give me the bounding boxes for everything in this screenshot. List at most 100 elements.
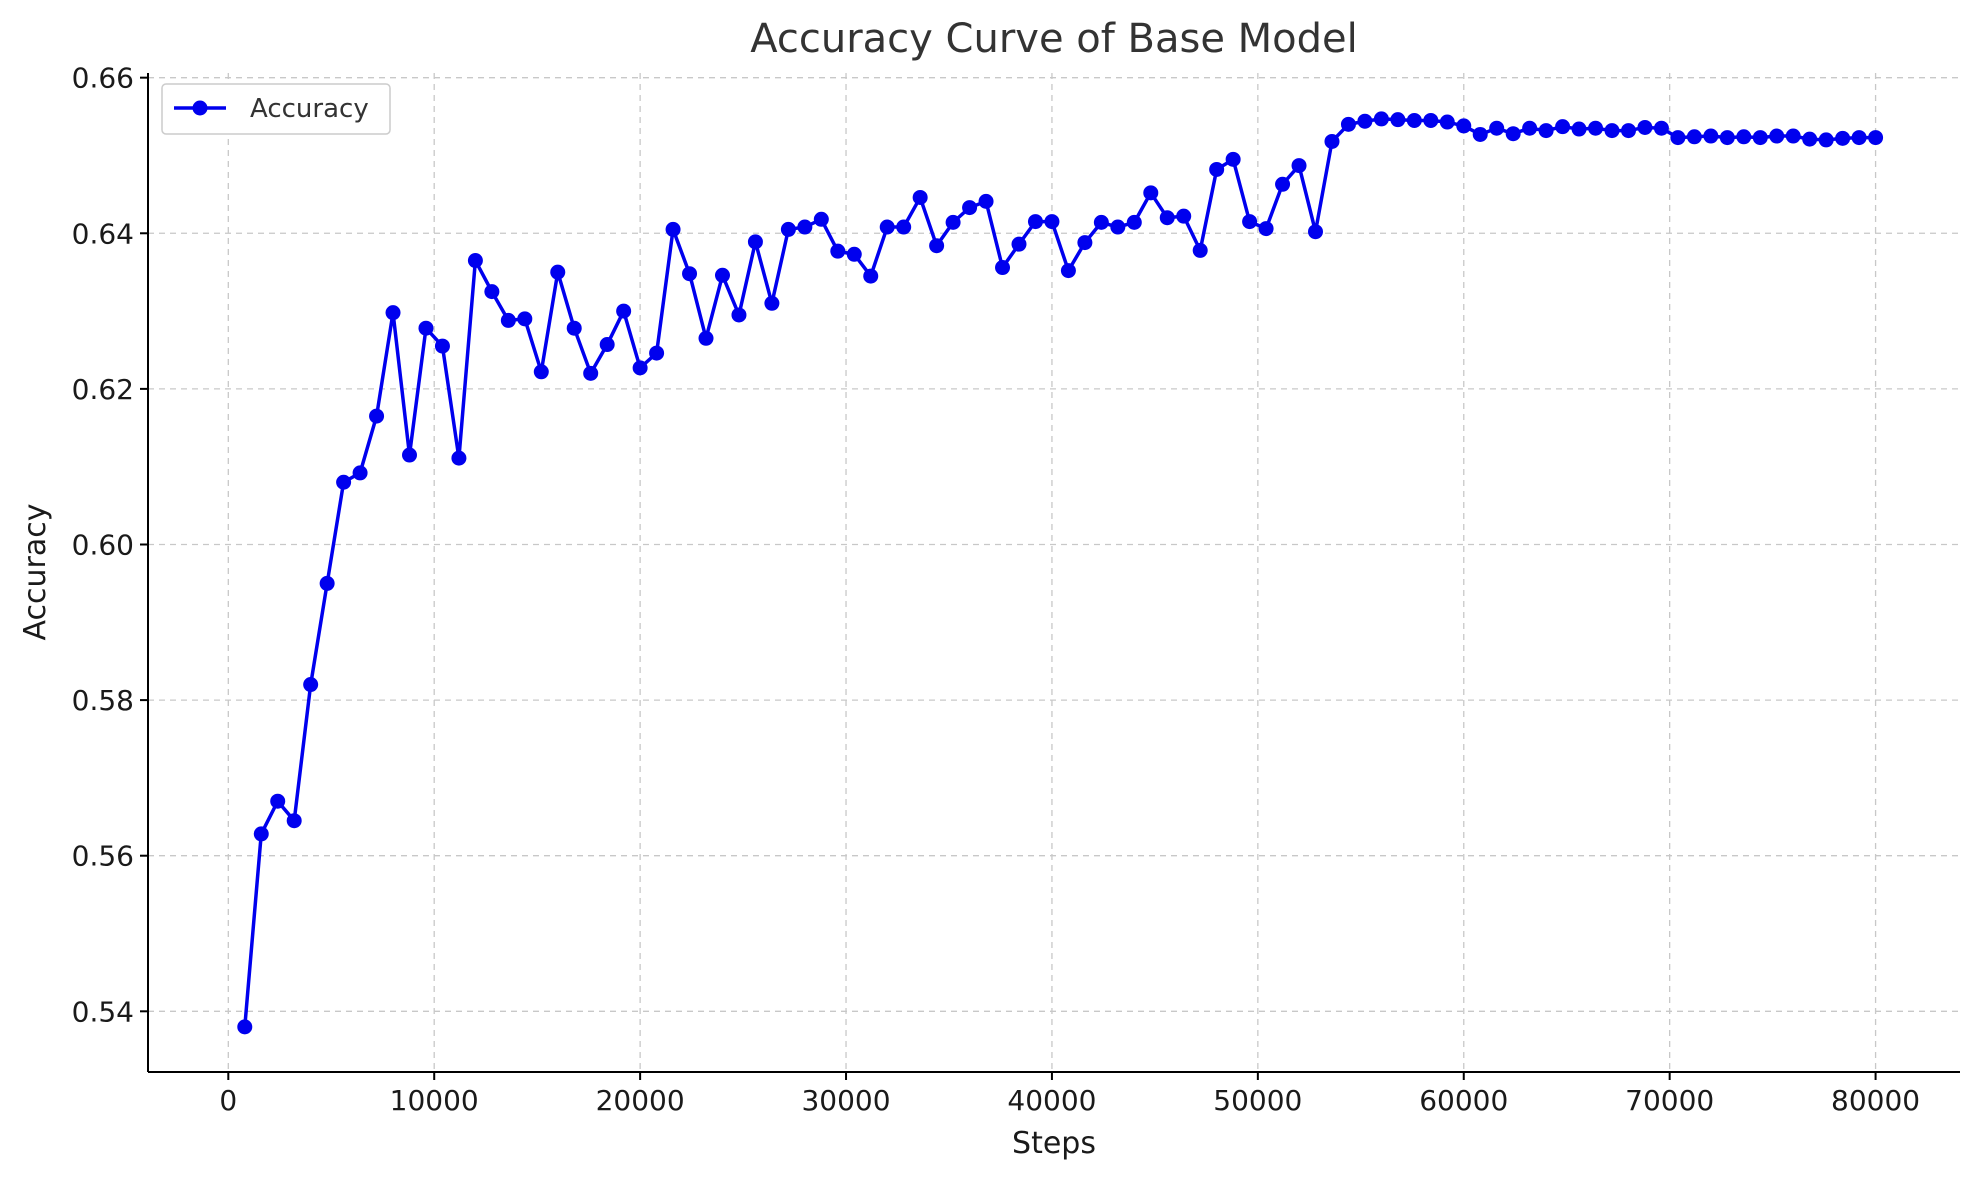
y-tick-label: 0.60 [72, 528, 134, 561]
data-point [1011, 236, 1027, 252]
data-point [1522, 120, 1538, 136]
y-tick-label: 0.64 [72, 217, 134, 250]
data-point [1209, 161, 1225, 177]
data-point [1357, 113, 1373, 129]
x-tick-label: 10000 [390, 1084, 479, 1117]
data-point [1489, 120, 1505, 136]
data-point [1176, 208, 1192, 224]
x-axis-ticks: 0 10000 20000 30000 40000 50000 60000 70000 8000… [219, 1072, 1920, 1117]
data-point [566, 320, 582, 336]
data-point [929, 238, 945, 254]
y-axis-label: Accuracy [18, 504, 53, 641]
data-point [945, 214, 961, 230]
y-tick-label: 0.56 [72, 840, 134, 873]
data-point [1456, 118, 1472, 134]
data-point [1126, 214, 1142, 230]
y-tick-label: 0.54 [72, 995, 134, 1028]
x-axis-label: Steps [1012, 1126, 1096, 1161]
y-axis-ticks: 0.54 0.56 0.58 0.60 0.62 0.64 0.66 [72, 62, 148, 1028]
x-tick-label: 30000 [801, 1084, 890, 1117]
data-point [1719, 130, 1735, 146]
data-point [385, 305, 401, 321]
data-point [550, 264, 566, 280]
data-point [319, 575, 335, 591]
x-tick-label: 40000 [1007, 1084, 1096, 1117]
y-tick-label: 0.58 [72, 684, 134, 717]
data-point [1604, 123, 1620, 139]
data-point [1439, 114, 1455, 130]
data-point [1472, 126, 1488, 142]
data-point [714, 267, 730, 283]
data-point [533, 364, 549, 380]
legend-box [161, 83, 391, 135]
data-point [896, 219, 912, 235]
data-point [1818, 132, 1834, 148]
data-point [1423, 112, 1439, 128]
data-point [336, 474, 352, 490]
data-point [1044, 214, 1060, 230]
data-point [484, 284, 500, 300]
series-accuracy [237, 111, 1884, 1035]
data-point [583, 365, 599, 381]
data-point [434, 338, 450, 354]
data-point [1637, 119, 1653, 135]
data-point [731, 307, 747, 323]
data-point [912, 189, 928, 205]
x-tick-label: 80000 [1831, 1084, 1920, 1117]
data-point [303, 677, 319, 693]
data-point [698, 330, 714, 346]
data-point [1275, 176, 1291, 192]
data-point [1110, 219, 1126, 235]
data-point [863, 268, 879, 284]
data-point [270, 793, 286, 809]
data-point [780, 221, 796, 237]
data-point [1736, 129, 1752, 145]
data-point [1802, 131, 1818, 147]
data-point [978, 193, 994, 209]
y-tick-label: 0.62 [72, 373, 134, 406]
data-point [830, 243, 846, 259]
data-point [682, 266, 698, 282]
data-point [418, 320, 434, 336]
data-point [369, 408, 385, 424]
data-point [1785, 128, 1801, 144]
data-point [665, 221, 681, 237]
data-point [1159, 210, 1175, 226]
data-point [1752, 130, 1768, 146]
data-point [1406, 112, 1422, 128]
legend: Accuracy [161, 83, 391, 135]
data-point [747, 234, 763, 250]
accuracy-points [237, 111, 1884, 1035]
data-point [1555, 119, 1571, 135]
data-point [1258, 221, 1274, 237]
data-point [1670, 130, 1686, 146]
data-point [402, 447, 417, 463]
data-point [1225, 151, 1241, 167]
data-point [1324, 133, 1340, 149]
data-point [1620, 123, 1636, 139]
data-point [1077, 235, 1093, 251]
data-point [451, 450, 467, 466]
data-point [1538, 123, 1554, 139]
y-tick-label: 0.66 [72, 62, 134, 95]
data-point [1390, 112, 1406, 128]
data-point [797, 219, 813, 235]
data-point [1093, 214, 1109, 230]
data-point [879, 219, 895, 235]
x-tick-label: 70000 [1625, 1084, 1714, 1117]
data-point [813, 211, 829, 227]
chart-title: Accuracy Curve of Base Model [750, 16, 1358, 62]
data-point [962, 200, 978, 216]
axes-frame [147, 73, 1960, 1073]
data-point [1027, 214, 1043, 230]
data-point [1291, 158, 1307, 174]
data-point [846, 246, 862, 262]
x-tick-label: 60000 [1419, 1084, 1508, 1117]
legend-marker-swatch [192, 100, 208, 116]
data-point [1340, 116, 1356, 132]
data-point [1868, 130, 1884, 146]
data-point [1373, 111, 1389, 127]
data-point [649, 345, 665, 361]
data-point [1653, 120, 1669, 136]
